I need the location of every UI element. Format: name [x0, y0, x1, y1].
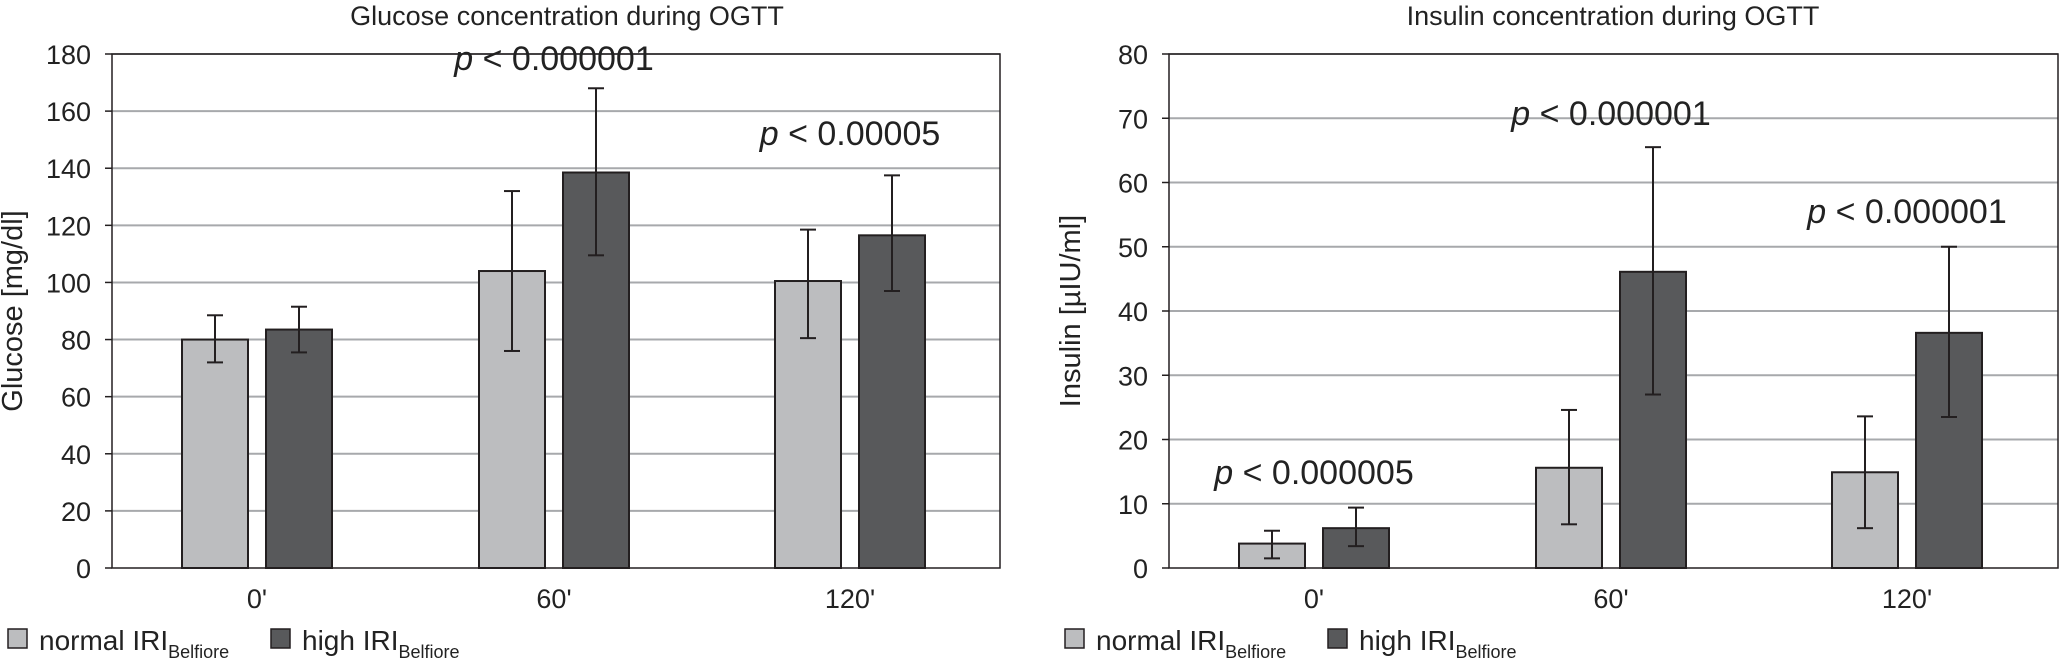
x-tick-label: 0': [1304, 584, 1324, 614]
x-tick-label: 0': [247, 584, 267, 614]
p-symbol: p: [759, 115, 779, 153]
y-tick-label: 60: [1118, 169, 1148, 199]
y-tick-label: 20: [1118, 426, 1148, 456]
legend-subscript: Belfiore: [168, 642, 229, 662]
legend-name: normal IRI: [1096, 625, 1225, 656]
y-tick-label: 30: [1118, 361, 1148, 391]
legend-swatch: [1064, 628, 1085, 649]
p-symbol: p: [1510, 95, 1530, 133]
p-value-annotation: p < 0.000005: [1213, 454, 1413, 492]
chart-insulin: Insulin concentration during OGTT 0 10 20 30…: [1055, 1, 2059, 662]
legend-subscript: Belfiore: [1225, 642, 1286, 662]
legend-name: normal IRI: [39, 625, 168, 656]
p-value-annotation: p < 0.000001: [1806, 193, 2006, 231]
p-value-text: < 0.000001: [473, 40, 654, 78]
x-tick-label: 120': [1882, 584, 1932, 614]
p-symbol: p: [1806, 193, 1826, 231]
p-value-text: < 0.00005: [779, 115, 941, 153]
legend-swatch: [270, 628, 291, 649]
bar-high-iri: [265, 328, 333, 569]
legend-swatch: [7, 628, 28, 649]
legend-subscript: Belfiore: [1456, 642, 1517, 662]
y-axis-title: Glucose [mg/dl]: [0, 210, 29, 411]
chart-title: Glucose concentration during OGTT: [350, 1, 784, 31]
legend-label: high IRIBelfiore: [302, 625, 460, 662]
y-tick-label: 60: [61, 383, 91, 413]
y-tick-label: 140: [46, 154, 91, 184]
y-tick-label: 0: [1133, 554, 1148, 584]
y-tick-label: 40: [1118, 297, 1148, 327]
plot-frame: [1168, 53, 2059, 569]
legend-label: normal IRIBelfiore: [1096, 625, 1286, 662]
y-tick-label: 10: [1118, 490, 1148, 520]
y-tick-label: 0: [76, 554, 91, 584]
legend-name: high IRI: [1359, 625, 1456, 656]
x-tick-label: 60': [536, 584, 571, 614]
p-value-annotation: p < 0.00005: [759, 115, 941, 153]
legend-label: high IRIBelfiore: [1359, 625, 1517, 662]
x-tick-label: 60': [1593, 584, 1628, 614]
p-value-annotation: p < 0.000001: [1510, 95, 1710, 133]
y-axis-title: Insulin [µIU/ml]: [1055, 215, 1087, 407]
legend-subscript: Belfiore: [399, 642, 460, 662]
p-value-text: < 0.000005: [1233, 454, 1414, 492]
y-tick-label: 80: [61, 326, 91, 356]
p-value-text: < 0.000001: [1530, 95, 1711, 133]
legend-name: high IRI: [302, 625, 399, 656]
y-tick-label: 20: [61, 497, 91, 527]
p-value-annotation: p < 0.000001: [453, 40, 653, 78]
plot-frame: [111, 53, 1001, 569]
y-tick-label: 180: [46, 40, 91, 70]
y-tick-label: 70: [1118, 104, 1148, 134]
y-tick-label: 100: [46, 268, 91, 298]
x-tick-label: 120': [825, 584, 875, 614]
y-tick-label: 80: [1118, 40, 1148, 70]
bar-high-iri: [1322, 527, 1390, 569]
y-tick-label: 160: [46, 97, 91, 127]
y-tick-label: 50: [1118, 233, 1148, 263]
y-tick-label: 40: [61, 440, 91, 470]
legend-label: normal IRIBelfiore: [39, 625, 229, 662]
legend-swatch: [1327, 628, 1348, 649]
bar-normal-iri: [181, 338, 249, 569]
y-tick-label: 120: [46, 211, 91, 241]
p-symbol: p: [453, 40, 473, 78]
p-symbol: p: [1213, 454, 1233, 492]
chart-title: Insulin concentration during OGTT: [1407, 1, 1820, 31]
chart-glucose: Glucose concentration during OGTT 0 20 40 60…: [0, 1, 1001, 662]
p-value-text: < 0.000001: [1826, 193, 2007, 231]
